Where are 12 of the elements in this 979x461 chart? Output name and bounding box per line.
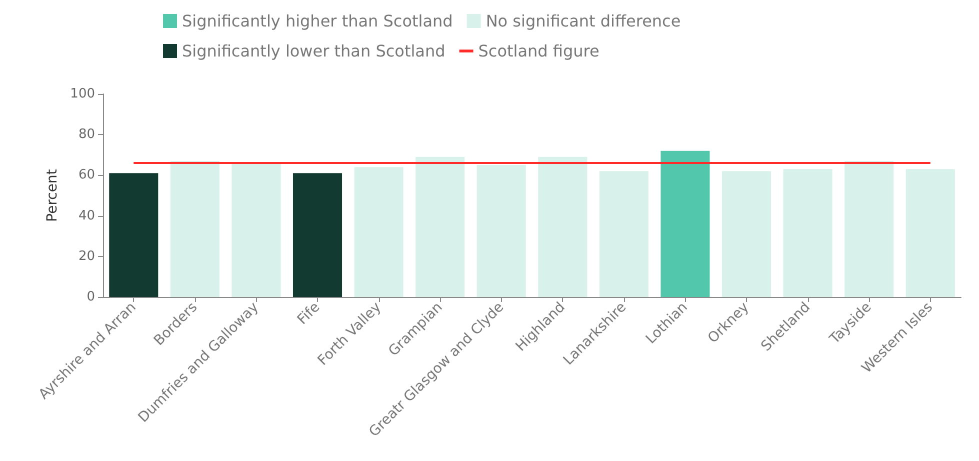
legend-label: No significant difference: [486, 12, 681, 30]
y-axis-title: Percent: [44, 168, 60, 222]
y-tick-label: 60: [78, 168, 95, 183]
y-tick-label: 0: [86, 290, 95, 304]
legend-label: Significantly lower than Scotland: [182, 42, 446, 60]
y-tick-label: 40: [78, 208, 95, 224]
y-tick-label: 20: [78, 248, 95, 264]
legend-label: Scotland figure: [478, 42, 600, 60]
x-tick-label: Fife: [294, 299, 324, 328]
legend-label: Significantly higher than Scotland: [182, 12, 453, 30]
y-tick-label: 100: [70, 86, 95, 102]
y-tick-label: 80: [78, 127, 95, 142]
